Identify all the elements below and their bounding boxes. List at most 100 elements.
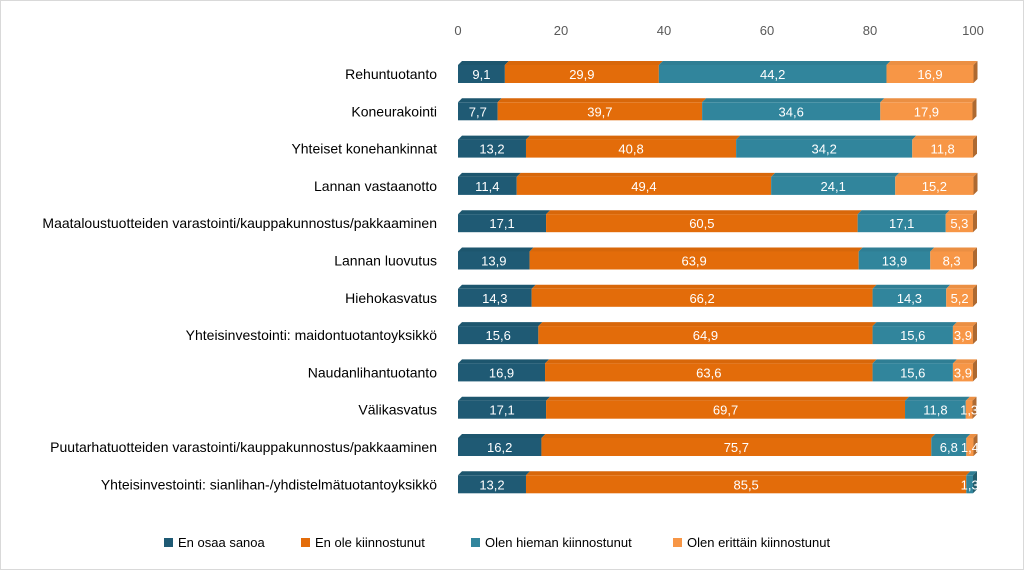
bar-value-label: 5,3 [950,216,968,231]
bar-value-label: 63,6 [696,365,721,380]
bar-value-label: 40,8 [618,142,643,157]
bar-segment [931,438,967,456]
bar-segment-top [458,210,551,215]
category-label: Hiehokasvatus [345,290,437,306]
bar-segment [952,326,973,345]
bar-segment [525,475,967,494]
bar-segment-top [931,434,971,438]
bar-value-label: 39,7 [587,104,612,119]
bar-value-label: 3,9 [954,328,972,343]
bar-value-label: 17,1 [889,216,914,231]
bar-segment [546,400,906,419]
category-label: Välikasvatus [358,402,437,418]
bar-value-label: 63,9 [681,254,706,269]
bar-segment [930,251,973,270]
bar-value-label: 64,9 [693,328,718,343]
bar-segment [946,288,973,307]
bar-segment-top [525,471,971,476]
bar-value-label: 1,4 [961,440,979,455]
legend-swatch [301,538,310,547]
bar-segment-top [545,359,877,364]
bar-value-label: 75,7 [724,440,749,455]
bar-value-label: 16,2 [487,440,512,455]
bar-value-label: 69,7 [713,403,738,418]
bar-segment [458,176,517,195]
bar-segment [912,139,973,158]
category-label: Lannan vastaanotto [314,178,437,194]
x-tick-label: 40 [657,23,671,38]
legend-label: En osaa sanoa [178,535,266,550]
bar-segment [658,65,887,83]
legend-swatch [471,538,480,547]
bar-segment-top [966,471,977,476]
bar-value-label: 29,9 [569,67,594,82]
bar-segment [545,363,873,382]
bar-segment-top [458,172,521,177]
bar-segment-top [531,284,877,289]
bar-segment [702,102,881,121]
bar-value-label: 13,2 [479,477,504,492]
bar-segment-top [538,322,877,327]
bar-segment [857,214,946,233]
bar-segment-top [965,396,977,401]
bar-segment [458,400,547,419]
bar-segment-top [546,396,910,401]
bar-segment-side [973,434,978,456]
bar-value-label: 1,3 [960,403,978,418]
bar-value-label: 85,5 [733,477,758,492]
bar-segment [504,65,659,83]
bar-segment-top [736,135,917,140]
bar-segment [880,102,973,121]
bar-segment-side [972,98,977,121]
bar-segment-top [458,359,550,364]
bar-value-label: 15,6 [900,365,925,380]
bar-segment [966,475,973,494]
bar-segment-top [458,396,551,401]
bar-segment-top [458,471,530,476]
category-label: Yhteisinvestointi: maidontuotantoyksikkö [186,327,438,343]
bar-segment [497,102,703,121]
bar-segment [458,65,505,83]
bar-value-label: 13,2 [479,142,504,157]
bar-segment-side [973,247,977,270]
bar-segment-top [458,98,502,103]
bar-value-label: 49,4 [631,179,656,194]
bar-value-label: 60,5 [689,216,714,231]
bar-segment [458,326,539,345]
bar-segment [458,251,530,270]
bar-segment-top [658,61,891,65]
category-label: Naudanlihantuotanto [308,364,437,380]
bar-value-label: 34,6 [779,104,804,119]
bar-segment [458,139,526,158]
bar-segment-top [458,284,536,289]
bar-segment-top [872,284,951,289]
bar-segment [945,214,973,233]
bar-segment-top [541,434,936,438]
bar-value-label: 7,7 [469,104,487,119]
bar-segment [458,438,542,456]
bar-segment-top [886,61,978,65]
bar-segment-top [858,247,935,252]
x-tick-label: 100 [962,23,984,38]
bar-value-label: 14,3 [482,291,507,306]
bar-segment-top [905,396,970,401]
category-label: Koneurakointi [351,103,437,119]
bar-segment [771,176,896,195]
bar-value-label: 15,2 [922,179,947,194]
bar-segment-top [516,172,776,177]
bar-segment [541,438,932,456]
bar-value-label: 14,3 [897,291,922,306]
bar-value-label: 24,1 [821,179,846,194]
bar-value-label: 34,2 [812,142,837,157]
bar-segment-side [972,396,977,419]
bar-segment-top [529,247,863,252]
category-label: Puutarhatuotteiden varastointi/kauppakun… [50,439,437,455]
bar-segment-top [952,359,977,364]
bar-value-label: 5,2 [951,291,969,306]
legend-swatch [164,538,173,547]
bar-segment [858,251,931,270]
bar-segment [895,176,974,195]
bar-segment [531,288,873,307]
